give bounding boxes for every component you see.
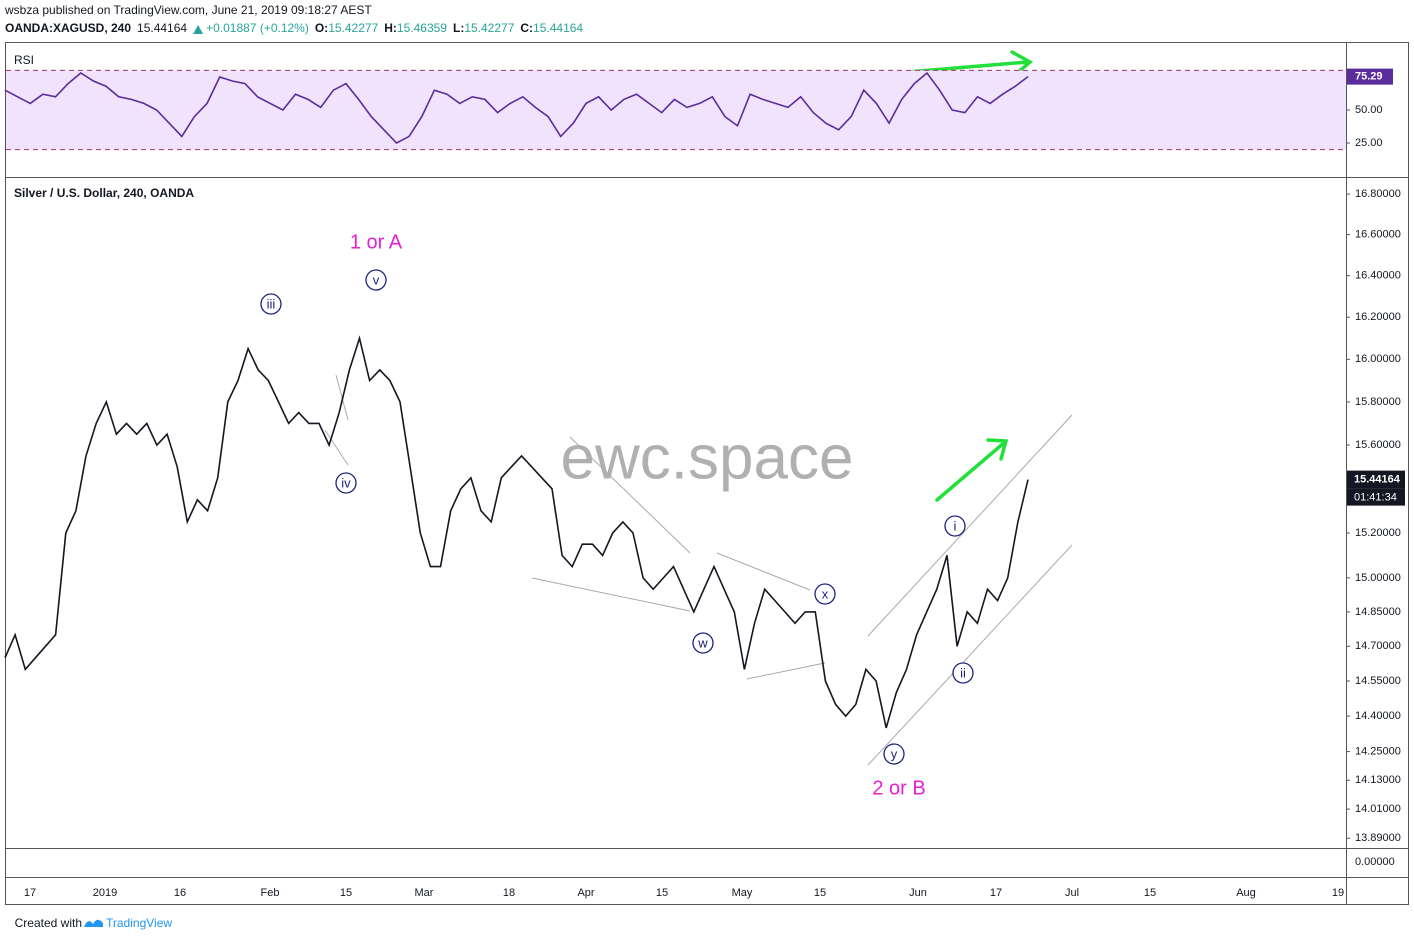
x-tick-label: Feb [261, 887, 280, 899]
x-tick-label: 18 [503, 887, 515, 899]
price-title: Silver / U.S. Dollar, 240, OANDA [14, 186, 194, 200]
wave-label: ii [960, 665, 966, 680]
y-tick-label: 16.80000 [1355, 188, 1401, 200]
wave-circle [260, 293, 282, 315]
y-tick-label: 15.20000 [1355, 527, 1401, 539]
y-tick-label: 14.55000 [1355, 675, 1401, 687]
header-text: L: [453, 21, 464, 35]
countdown: 01:41:34 [1354, 492, 1397, 504]
up-arrow [193, 25, 204, 34]
wave-label: iii [267, 296, 276, 311]
header-text: +0.01887 (+0.12%) [206, 21, 309, 35]
last-price: 15.44164 [1354, 474, 1401, 486]
header-text: H: [384, 21, 397, 35]
x-tick-label: Jul [1065, 887, 1079, 899]
watermark: ewc.space [561, 423, 854, 492]
header-text: 15.42277 [464, 21, 514, 35]
header-text: 15.42277 [328, 21, 378, 35]
wave-label: iv [341, 475, 351, 490]
x-tick-label: 15 [656, 887, 668, 899]
y-tick-label: 16.20000 [1355, 311, 1401, 323]
y-tick-label: 0.00000 [1355, 856, 1395, 868]
y-tick-label: 14.13000 [1355, 774, 1401, 786]
y-tick-label: 14.70000 [1355, 640, 1401, 652]
trend-line [746, 662, 826, 680]
footer-brand[interactable]: TradingView [106, 916, 172, 930]
wave-circle [944, 515, 966, 537]
arrow [935, 438, 1009, 502]
y-tick-label: 15.00000 [1355, 572, 1401, 584]
y-tick-label: 16.00000 [1355, 353, 1401, 365]
x-tick-label: Apr [577, 887, 594, 899]
degree-label: 2 or B [872, 777, 925, 799]
x-tick-label: 17 [990, 887, 1002, 899]
y-tick-label: 14.40000 [1355, 710, 1401, 722]
header-text: 15.44164 [533, 21, 583, 35]
trend-line [569, 436, 691, 554]
trend-line [867, 544, 1073, 766]
y-tick-label: 16.40000 [1355, 270, 1401, 282]
wave-circle [952, 662, 974, 684]
trend-line [531, 577, 691, 612]
y-tick-label: 14.01000 [1355, 803, 1401, 815]
trend-line [324, 429, 349, 466]
wave-label: i [954, 518, 957, 533]
y-tick-label: 25.00 [1355, 137, 1383, 149]
wave-circle [335, 472, 357, 494]
header-text: OANDA:XAGUSD, 240 [5, 21, 131, 35]
header-text: O: [315, 21, 328, 35]
y-tick-label: 13.89000 [1355, 832, 1401, 844]
wave-label: w [697, 635, 708, 650]
symbol-line: OANDA:XAGUSD, 240 15.44164 +0.01887 (+0.12… [5, 21, 583, 35]
y-tick-label: 14.85000 [1355, 606, 1401, 618]
x-tick-label: 19 [1332, 887, 1344, 899]
countdown-box [1347, 488, 1405, 506]
header-text: C: [520, 21, 533, 35]
x-tick-label: Jun [909, 887, 927, 899]
wave-label: y [891, 746, 898, 761]
wave-label: v [373, 272, 380, 287]
last-price-box [1347, 470, 1405, 489]
degree-label: 1 or A [350, 231, 403, 253]
footer-text: Created with [15, 916, 82, 930]
series-line [4, 335, 1029, 729]
wave-label: x [822, 586, 829, 601]
y-tick-label: 15.80000 [1355, 396, 1401, 408]
trend-line [867, 414, 1073, 637]
y-tick-label: 16.60000 [1355, 229, 1401, 241]
y-tick-label: 50.00 [1355, 104, 1383, 116]
frame [5, 42, 1409, 905]
x-tick-label: 2019 [93, 887, 117, 899]
wave-circle [883, 743, 905, 765]
trend-line [716, 552, 811, 591]
x-tick-label: 16 [174, 887, 186, 899]
header-text: 15.46359 [397, 21, 447, 35]
rsi-band [6, 70, 1346, 150]
last-value: 75.29 [1355, 71, 1383, 83]
x-tick-label: 15 [814, 887, 826, 899]
wave-circle [365, 269, 387, 291]
x-tick-label: Mar [415, 887, 434, 899]
logo [84, 919, 103, 927]
y-tick-label: 14.25000 [1355, 745, 1401, 757]
y-tick-label: 15.60000 [1355, 439, 1401, 451]
x-tick-label: May [732, 887, 753, 899]
header-text: 15.44164 [137, 21, 187, 35]
series-line [4, 71, 1029, 144]
x-tick-label: 15 [1144, 887, 1156, 899]
last-value-box [1347, 68, 1393, 85]
wave-circle [692, 632, 714, 654]
rsi-title: RSI [14, 53, 34, 67]
x-tick-label: 17 [24, 887, 36, 899]
x-tick-label: 15 [340, 887, 352, 899]
publisher: wsbza published on TradingView.com, June… [4, 3, 372, 17]
trend-lines [324, 374, 1073, 766]
x-tick-label: Aug [1236, 887, 1256, 899]
wave-circle [814, 583, 836, 605]
